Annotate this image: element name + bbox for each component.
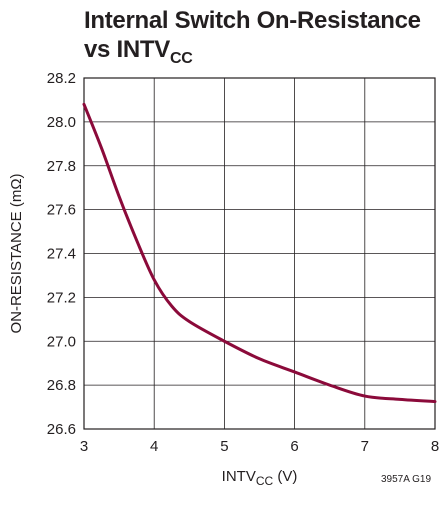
- x-tick-label: 8: [431, 438, 439, 455]
- figure-id: 3957A G19: [381, 474, 432, 485]
- x-tick-label: 7: [361, 438, 369, 455]
- y-tick-labels: 26.6 26.8 27.0 27.2 27.4 27.6 27.8 28.0 28.2: [47, 70, 76, 438]
- chart-title-line-2-main: vs INTV: [84, 36, 170, 63]
- x-tick-labels: 3 4 5 6 7 8: [80, 438, 439, 455]
- plot-frame: [83, 77, 436, 430]
- x-axis-label-subscript: CC: [256, 474, 274, 488]
- chart-title-line-2: vs INTVCC: [84, 35, 421, 67]
- grid: [83, 77, 436, 430]
- y-tick-label: 26.6: [47, 421, 76, 438]
- series-line: [82, 102, 437, 404]
- y-tick-label: 27.2: [47, 289, 76, 306]
- x-tick-label: 5: [220, 438, 228, 455]
- x-tick-label: 3: [80, 438, 88, 455]
- x-axis-label-main: INTV: [222, 468, 256, 485]
- chart-title-line-1: Internal Switch On-Resistance: [84, 7, 421, 34]
- x-tick-label: 6: [290, 438, 298, 455]
- y-tick-label: 28.2: [47, 70, 76, 87]
- x-axis-label: INTVCC (V): [222, 468, 298, 488]
- chart-title: Internal Switch On-Resistance vs INTVCC: [84, 6, 421, 67]
- x-axis-label-suffix: (V): [273, 468, 297, 485]
- y-tick-label: 26.8: [47, 377, 76, 394]
- y-tick-label: 28.0: [47, 114, 76, 131]
- y-tick-label: 27.0: [47, 333, 76, 350]
- y-tick-label: 27.6: [47, 202, 76, 219]
- y-axis-label: ON-RESISTANCE (mΩ): [8, 173, 25, 333]
- x-tick-label: 4: [150, 438, 158, 455]
- y-tick-label: 27.4: [47, 246, 76, 263]
- y-tick-label: 27.8: [47, 158, 76, 175]
- chart-title-line-2-subscript: CC: [169, 50, 193, 67]
